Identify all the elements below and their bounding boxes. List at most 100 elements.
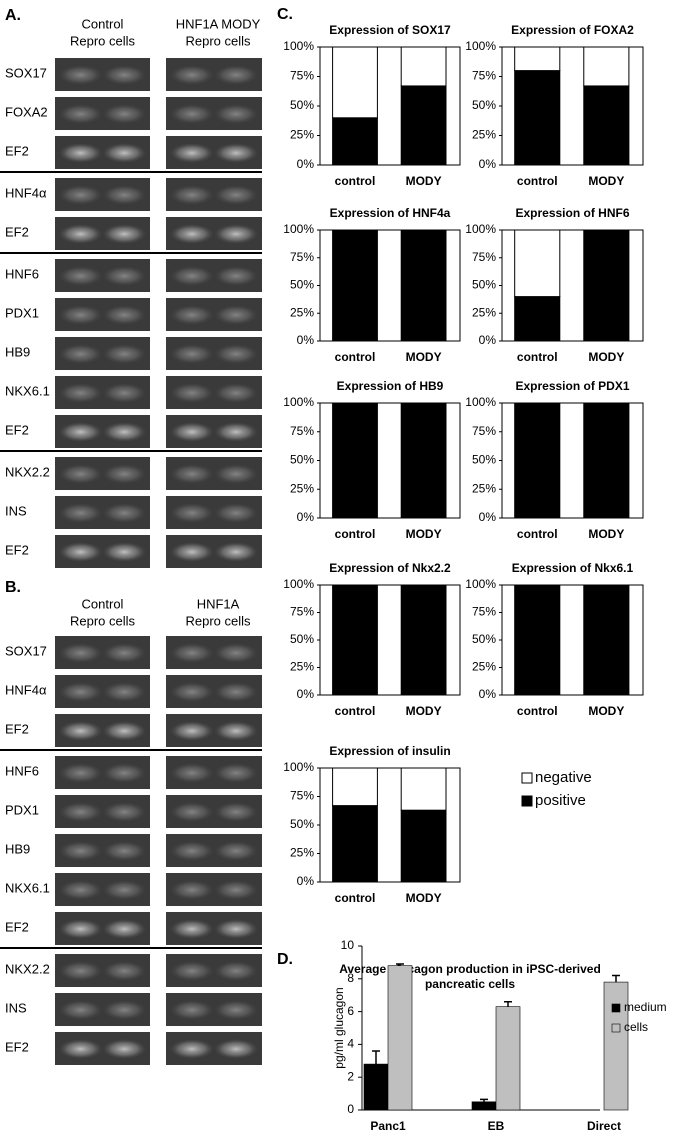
row-label: EF2 [5,919,29,934]
gel-band [169,961,214,981]
error-bar [612,974,620,983]
y-tick-label: 100% [283,39,314,53]
gel-band [214,643,259,663]
gel-band [169,383,214,403]
x-tick-label: control [335,174,376,188]
chart-title: Expression of insulin [329,744,450,758]
gel-band [214,682,259,702]
gel-band [58,65,103,85]
gel-band [169,185,214,205]
error-bar [480,1098,488,1102]
gel-band [58,305,103,325]
gel-band [169,682,214,702]
legend-label: positive [535,792,586,809]
legend-label: medium [624,1000,667,1014]
panel-label: B. [5,579,21,596]
gel-band [102,143,147,163]
bar [603,981,629,1111]
x-tick-label: MODY [588,350,624,364]
gel-band [58,383,103,403]
y-tick-label: 100% [283,395,314,409]
bar-segment [400,85,447,166]
gel-band [102,961,147,981]
row-label: HNF4α [5,185,47,200]
row-label: HB9 [5,841,30,856]
gel-band [58,542,103,562]
gel-band [102,344,147,364]
chart-title: Expression of HNF4a [330,206,451,220]
y-tick-label: 100% [283,577,314,591]
gel-band [214,185,259,205]
plot-frame [501,584,644,696]
y-tick-label: 50% [290,453,314,467]
bar [363,1063,389,1111]
bar-segment [400,402,447,519]
gel-band [169,305,214,325]
bar-segment [400,229,447,342]
y-tick-label: 75% [472,424,496,438]
gel-band [214,763,259,783]
gel-band [214,919,259,939]
column-header: Repro cells [185,33,251,48]
x-tick-label: control [335,704,376,718]
y-tick-label: 25% [290,481,314,495]
gel-band [58,880,103,900]
gel-band [58,1039,103,1059]
y-tick-label: 100% [465,222,496,236]
bar-segment [514,402,561,519]
plot-frame [319,402,461,519]
chart-title: Expression of Nkx6.1 [512,561,634,575]
gel-band [58,721,103,741]
legend-swatch [521,795,533,807]
gel-band [169,643,214,663]
y-tick-label: 50% [290,632,314,646]
gel-band [169,1039,214,1059]
legend-label: negative [535,769,592,786]
column-header: Control [82,16,124,31]
y-tick-label: 0% [297,874,315,888]
row-label: NKX6.1 [5,880,50,895]
gel-band [169,542,214,562]
y-tick-label: 50% [290,817,314,831]
column-header: HNF1A MODY [176,16,261,31]
row-label: EF2 [5,143,29,158]
row-label: EF2 [5,422,29,437]
gel-band [58,224,103,244]
gel-band [102,1000,147,1020]
bar-segment [583,85,630,166]
y-tick-label: 100% [465,395,496,409]
gel-band [169,422,214,442]
gel-band [58,266,103,286]
gel-band [214,344,259,364]
gel-band [102,802,147,822]
x-tick-label: MODY [406,891,442,905]
bar-segment [332,229,378,342]
y-tick-label: 50% [472,632,496,646]
bar [387,965,413,1111]
gel-band [214,464,259,484]
column-header: Repro cells [70,613,136,628]
gel-band [169,880,214,900]
row-label: SOX17 [5,65,47,80]
y-tick-label: 100% [283,222,314,236]
y-tick-label: 75% [290,605,314,619]
y-tick-label: 25% [472,128,496,142]
gel-band [214,542,259,562]
x-tick-label: control [517,350,558,364]
x-tick-label: control [517,704,558,718]
legend-label: cells [624,1020,648,1034]
gel-band [214,143,259,163]
y-tick-label: 6 [347,1004,354,1018]
gel-band [102,542,147,562]
gel-band [169,266,214,286]
x-tick-label: EB [488,1119,505,1133]
y-tick-label: 0% [479,687,497,701]
panel-label: A. [5,7,21,24]
y-tick-label: 100% [465,577,496,591]
gel-band [58,422,103,442]
y-tick-label: 25% [290,660,314,674]
y-tick-label: 50% [472,453,496,467]
column-header: HNF1A [197,596,240,611]
